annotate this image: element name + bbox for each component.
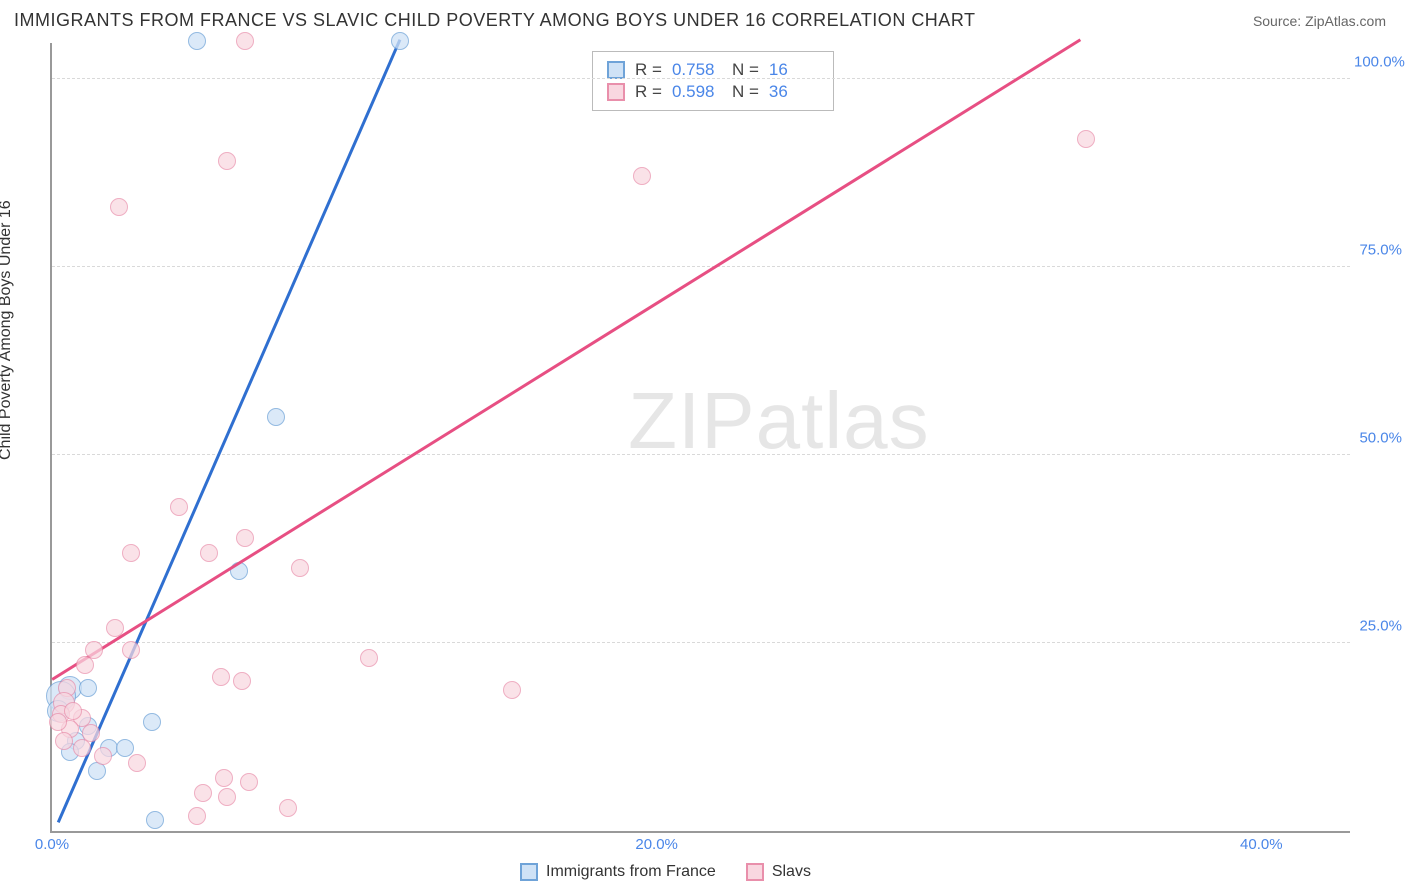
data-point <box>106 619 124 637</box>
legend-item-2: Slavs <box>746 863 811 881</box>
swatch-series1 <box>607 61 625 79</box>
data-point <box>291 559 309 577</box>
data-point <box>188 32 206 50</box>
data-point <box>64 702 82 720</box>
data-point <box>122 641 140 659</box>
gridline <box>52 454 1350 455</box>
y-tick-label: 100.0% <box>1354 53 1402 70</box>
y-axis-label: Child Poverty Among Boys Under 16 <box>0 200 15 460</box>
gridline <box>52 78 1350 79</box>
y-tick-label: 75.0% <box>1354 241 1402 258</box>
watermark-bold: ZIP <box>628 376 755 465</box>
data-point <box>73 739 91 757</box>
data-point <box>170 498 188 516</box>
y-tick-label: 50.0% <box>1354 429 1402 446</box>
regression-line <box>51 39 1080 681</box>
legend-swatch-2 <box>746 863 764 881</box>
data-point <box>360 649 378 667</box>
legend-label-1: Immigrants from France <box>546 863 716 881</box>
data-point <box>76 656 94 674</box>
title-bar: IMMIGRANTS FROM FRANCE VS SLAVIC CHILD P… <box>0 0 1406 37</box>
data-point <box>236 529 254 547</box>
legend-swatch-1 <box>520 863 538 881</box>
plot-area: ZIPatlas R = 0.758 N = 16 R = 0.598 N = … <box>50 43 1350 833</box>
legend-item-1: Immigrants from France <box>520 863 716 881</box>
data-point <box>1077 130 1095 148</box>
data-point <box>279 799 297 817</box>
data-point <box>146 811 164 829</box>
data-point <box>240 773 258 791</box>
data-point <box>267 408 285 426</box>
data-point <box>215 769 233 787</box>
data-point <box>94 747 112 765</box>
data-point <box>110 198 128 216</box>
watermark-thin: atlas <box>756 376 930 465</box>
data-point <box>218 152 236 170</box>
swatch-series2 <box>607 83 625 101</box>
data-point <box>233 672 251 690</box>
legend-label-2: Slavs <box>772 863 811 881</box>
stats-row-2: R = 0.598 N = 36 <box>607 82 819 102</box>
y-tick-label: 25.0% <box>1354 617 1402 634</box>
data-point <box>200 544 218 562</box>
gridline <box>52 642 1350 643</box>
data-point <box>122 544 140 562</box>
data-point <box>503 681 521 699</box>
data-point <box>236 32 254 50</box>
data-point <box>79 679 97 697</box>
legend: Immigrants from France Slavs <box>520 863 811 881</box>
data-point <box>128 754 146 772</box>
data-point <box>55 732 73 750</box>
chart-container: Child Poverty Among Boys Under 16 ZIPatl… <box>0 37 1406 883</box>
x-tick-label: 0.0% <box>35 836 69 853</box>
stats-n-value-2: 36 <box>769 82 819 102</box>
x-tick-label: 40.0% <box>1240 836 1283 853</box>
chart-title: IMMIGRANTS FROM FRANCE VS SLAVIC CHILD P… <box>14 10 976 31</box>
data-point <box>218 788 236 806</box>
data-point <box>116 739 134 757</box>
stats-box: R = 0.758 N = 16 R = 0.598 N = 36 <box>592 51 834 111</box>
x-tick-label: 20.0% <box>635 836 678 853</box>
data-point <box>633 167 651 185</box>
data-point <box>212 668 230 686</box>
data-point <box>143 713 161 731</box>
source-label: Source: ZipAtlas.com <box>1253 13 1386 29</box>
data-point <box>391 32 409 50</box>
gridline <box>52 266 1350 267</box>
stats-r-value-2: 0.598 <box>672 82 722 102</box>
stats-n-label-2: N = <box>732 82 759 102</box>
stats-r-label-2: R = <box>635 82 662 102</box>
data-point <box>188 807 206 825</box>
data-point <box>194 784 212 802</box>
data-point <box>49 713 67 731</box>
